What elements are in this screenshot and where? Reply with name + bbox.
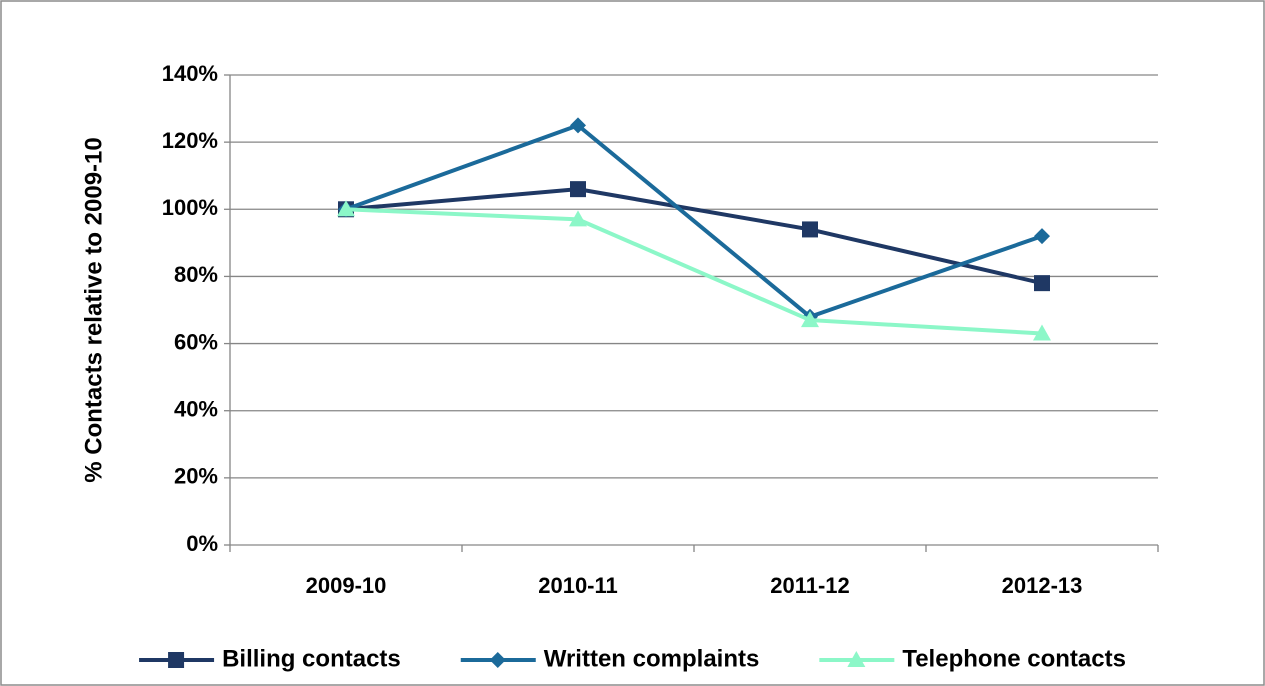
series-line <box>345 123 1043 319</box>
y-tick-label: 80% <box>174 262 218 287</box>
series-line <box>345 207 1043 336</box>
y-tick-label: 140% <box>162 61 218 86</box>
legend-marker <box>168 652 185 668</box>
x-tick-label: 2009-10 <box>306 573 387 598</box>
y-axis-label: % Contacts relative to 2009-10 <box>80 137 107 482</box>
point-marker <box>801 311 819 328</box>
legend-label: Written complaints <box>544 645 760 672</box>
y-tick-label: 0% <box>186 531 218 556</box>
point-marker <box>570 181 586 198</box>
y-tick-label: 40% <box>174 397 218 422</box>
y-tick-label: 20% <box>174 464 218 489</box>
y-tick-label: 100% <box>162 195 218 220</box>
x-tick-label: 2010-11 <box>538 573 618 598</box>
y-tick-label: 60% <box>174 329 218 354</box>
point-marker <box>570 117 586 134</box>
legend-label: Billing contacts <box>222 645 401 672</box>
point-marker <box>1034 275 1050 292</box>
x-tick-label: 2011-12 <box>770 573 850 598</box>
legend-marker <box>489 652 506 668</box>
point-marker <box>337 200 355 217</box>
point-marker <box>1034 228 1050 245</box>
point-marker <box>569 210 587 227</box>
point-marker <box>1033 324 1051 341</box>
series-line <box>345 187 1043 286</box>
legend-marker <box>847 651 866 667</box>
y-tick-label: 120% <box>162 128 218 153</box>
point-marker <box>802 221 818 238</box>
x-tick-label: 2012-13 <box>1002 573 1083 598</box>
legend-label: Telephone contacts <box>902 645 1126 672</box>
